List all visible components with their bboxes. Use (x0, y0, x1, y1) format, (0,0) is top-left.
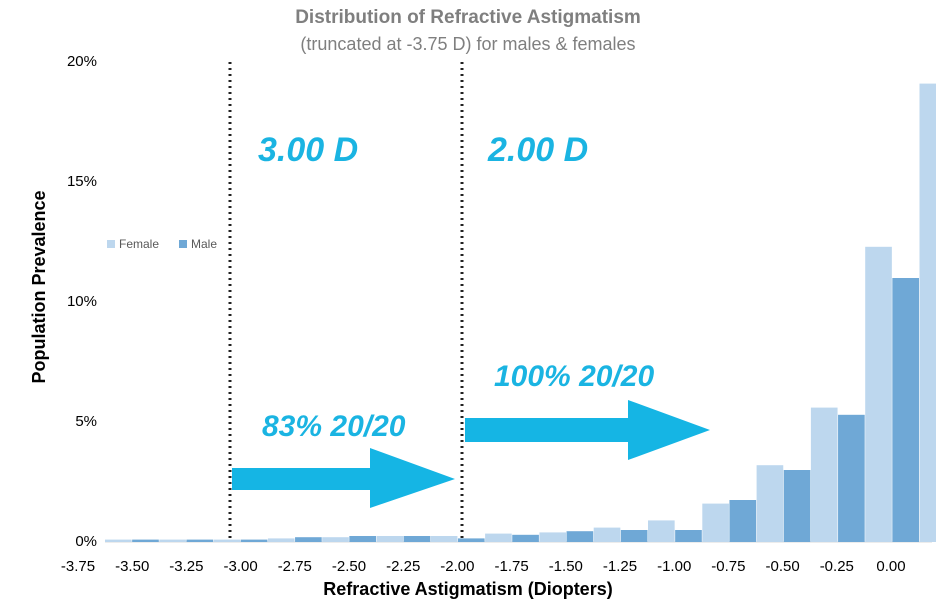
y-tick-label: 5% (75, 413, 97, 430)
arrow (232, 448, 455, 508)
bar (756, 465, 784, 542)
bar (403, 536, 431, 542)
bar (810, 407, 838, 542)
legend-swatch (179, 240, 187, 248)
bar (783, 470, 811, 542)
x-axis-label: Refractive Astigmatism (Diopters) (323, 579, 612, 599)
bar (240, 539, 268, 542)
bar (430, 536, 458, 542)
bar (105, 539, 132, 542)
bar (159, 539, 186, 542)
bar (648, 520, 675, 542)
bar (620, 530, 648, 542)
bar (349, 536, 376, 542)
bar (675, 530, 702, 542)
bar (376, 536, 404, 542)
annotation: 2.00 D (487, 131, 588, 169)
bar (295, 537, 322, 542)
bar (539, 532, 567, 542)
bar (593, 527, 621, 542)
x-tick-label: -2.25 (386, 558, 420, 575)
x-tick-label: -0.25 (820, 558, 854, 575)
bar (457, 538, 485, 542)
bar (186, 539, 214, 542)
arrow (465, 400, 710, 460)
x-tick-label: -0.50 (765, 558, 799, 575)
bar (838, 414, 865, 542)
bar (702, 503, 729, 542)
x-tick-label: -3.75 (61, 558, 95, 575)
bar (919, 83, 936, 542)
y-axis-label: Population Prevalence (29, 190, 49, 383)
legend-label: Female (119, 237, 159, 251)
bar (213, 539, 241, 542)
x-tick-label: -0.75 (711, 558, 745, 575)
annotation: 3.00 D (258, 131, 358, 169)
bar (512, 534, 539, 542)
y-tick-label: 0% (75, 533, 97, 550)
x-tick-label: -1.75 (494, 558, 528, 575)
x-tick-label: -1.00 (657, 558, 691, 575)
bar (892, 278, 919, 542)
x-tick-label: -2.00 (440, 558, 474, 575)
x-tick-label: 0.00 (876, 558, 905, 575)
chart-subtitle: (truncated at -3.75 D) for males & femal… (300, 34, 635, 54)
bar (267, 538, 295, 542)
annotation: 83% 20/20 (262, 410, 406, 443)
chart-title: Distribution of Refractive Astigmatism (295, 7, 641, 28)
legend-swatch (107, 240, 115, 248)
x-tick-label: -3.50 (115, 558, 149, 575)
bar (729, 500, 757, 542)
x-tick-label: -2.75 (278, 558, 312, 575)
x-tick-label: -2.50 (332, 558, 366, 575)
bar (865, 246, 892, 543)
x-tick-label: -1.25 (603, 558, 637, 575)
annotation: 100% 20/20 (494, 360, 654, 393)
x-tick-label: -3.25 (169, 558, 203, 575)
bar (322, 537, 349, 542)
bar (566, 531, 594, 542)
y-tick-label: 10% (67, 293, 97, 310)
y-tick-label: 15% (67, 173, 97, 190)
y-tick-label: 20% (67, 53, 97, 70)
bar (132, 539, 159, 542)
x-tick-label: -1.50 (549, 558, 583, 575)
x-tick-label: -3.00 (223, 558, 257, 575)
bar (485, 533, 512, 542)
legend-label: Male (191, 237, 217, 251)
